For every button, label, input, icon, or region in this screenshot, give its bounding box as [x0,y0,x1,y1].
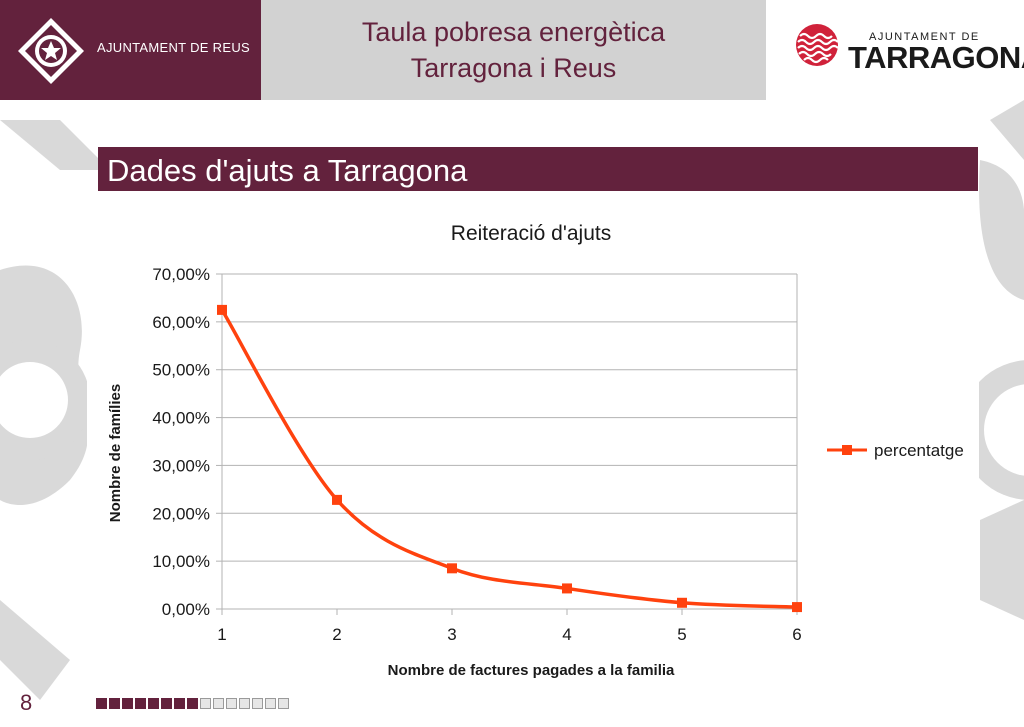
y-tick-label: 30,00% [152,456,210,475]
reus-logo-block: AJUNTAMENT DE REUS [0,0,261,100]
page-number: 8 [20,690,33,715]
slide-title-line2: Tarragona i Reus [410,53,617,83]
x-axis-ticks: 1 2 3 4 5 6 [217,625,801,644]
progress-square [161,698,172,709]
slide-header: AJUNTAMENT DE REUS Taula pobresa energèt… [0,0,1024,100]
section-title: Dades d'ajuts a Tarragona [107,153,468,188]
progress-square [278,698,289,709]
y-tick-label: 0,00% [162,600,210,619]
background-rose-decoration [0,100,1024,700]
legend-marker-swatch [842,445,852,455]
y-axis-label: Nombre de famílies [107,384,124,522]
chart-legend: percentatge [827,441,964,460]
progress-square [96,698,107,709]
line-chart: 0,00% 10,00% 20,00% 30,00% 40,00% 50,00% 60,00… [107,222,964,679]
progress-square [265,698,276,709]
x-tick-label: 1 [217,625,226,644]
slide-progress-indicator [96,698,291,709]
progress-square [122,698,133,709]
reus-emblem-icon [18,18,84,84]
slide-title-line1: Taula pobresa energètica [361,17,666,47]
y-tick-label: 50,00% [152,361,210,380]
x-axis-label: Nombre de factures pagades a la familia [388,662,675,679]
progress-square [200,698,211,709]
legend-label: percentatge [874,441,964,460]
data-point [447,563,457,574]
data-point [332,494,342,505]
y-tick-label: 70,00% [152,265,210,284]
y-tick-label: 40,00% [152,409,210,428]
progress-square [174,698,185,709]
progress-square [187,698,198,709]
chart-grid [216,273,798,615]
x-tick-label: 4 [562,625,571,644]
x-tick-label: 2 [332,625,341,644]
x-tick-label: 3 [447,625,456,644]
data-point [792,602,802,613]
progress-square [239,698,250,709]
y-tick-label: 60,00% [152,313,210,332]
slide-title-block: Taula pobresa energètica Tarragona i Reu… [261,0,766,100]
reus-label: AJUNTAMENT DE REUS [97,40,250,55]
x-tick-label: 5 [677,625,686,644]
chart-panel: 0,00% 10,00% 20,00% 30,00% 40,00% 50,00% 60,00… [87,191,979,697]
tarragona-small-label: AJUNTAMENT DE [869,31,980,43]
progress-square [213,698,224,709]
tarragona-big-label: TARRAGONA [848,40,1024,75]
progress-square [148,698,159,709]
progress-square [226,698,237,709]
y-axis-ticks: 0,00% 10,00% 20,00% 30,00% 40,00% 50,00% 60,00… [152,265,210,619]
y-tick-label: 10,00% [152,552,210,571]
tarragona-logo-block: AJUNTAMENT DE TARRAGONA [766,0,1024,100]
progress-square [252,698,263,709]
series-line [220,308,798,609]
chart-series [217,304,802,613]
tarragona-emblem-icon [796,24,839,66]
data-point [677,597,687,608]
progress-square [109,698,120,709]
data-point [562,583,572,594]
x-tick-label: 6 [792,625,801,644]
section-title-bar: Dades d'ajuts a Tarragona [98,147,978,191]
data-point [217,304,227,315]
y-tick-label: 20,00% [152,504,210,523]
chart-title: Reiteració d'ajuts [451,222,611,245]
progress-square [135,698,146,709]
